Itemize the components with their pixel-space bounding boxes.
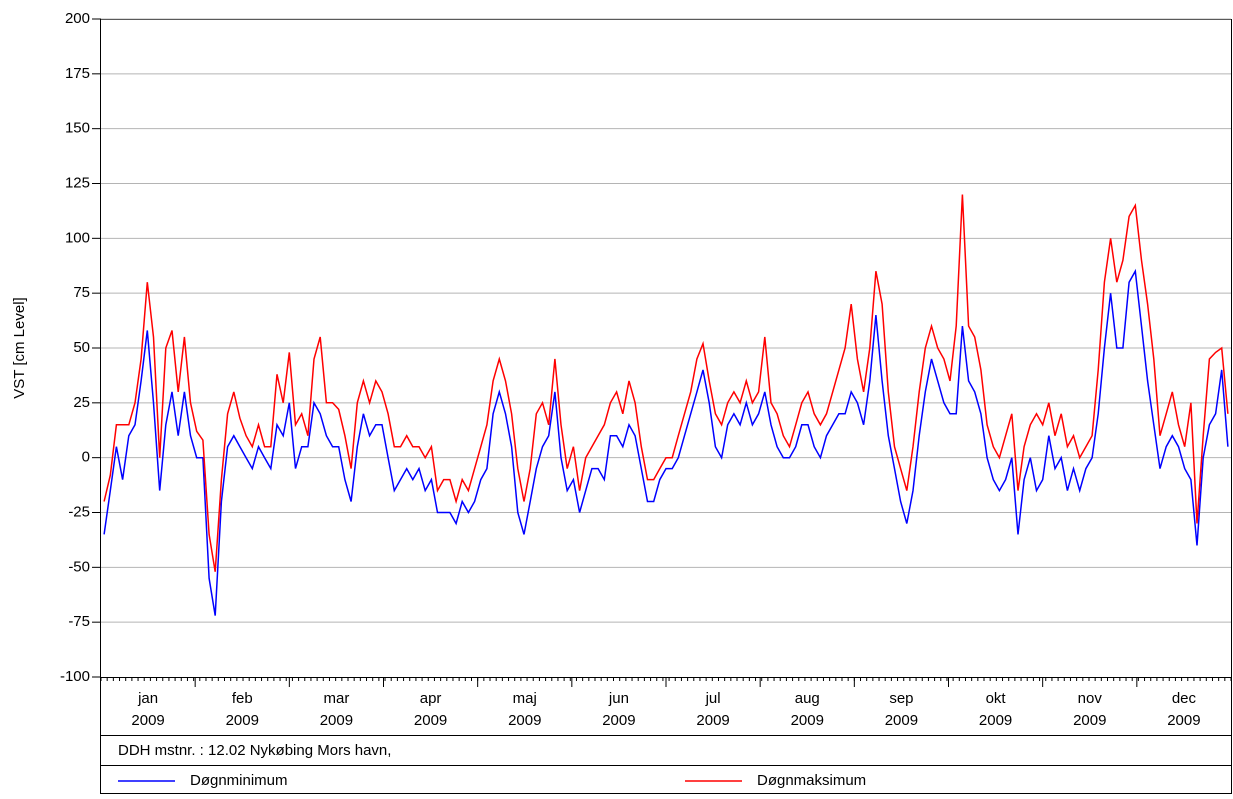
month-label: sep bbox=[889, 690, 913, 707]
y-axis-label: VST [cm Level] bbox=[11, 297, 28, 398]
y-tick-label: 0 bbox=[82, 449, 90, 466]
year-label: 2009 bbox=[226, 712, 259, 729]
y-tick-label: 200 bbox=[65, 10, 90, 27]
y-tick-label: 25 bbox=[73, 394, 90, 411]
year-label: 2009 bbox=[979, 712, 1012, 729]
month-label: jul bbox=[705, 690, 721, 707]
series-line bbox=[103, 194, 1229, 572]
year-label: 2009 bbox=[414, 712, 447, 729]
month-label: jan bbox=[137, 690, 158, 707]
month-label: maj bbox=[513, 690, 537, 707]
legend-label: Døgnmaksimum bbox=[757, 772, 866, 789]
year-label: 2009 bbox=[791, 712, 824, 729]
month-label: aug bbox=[795, 690, 820, 707]
y-tick-label: 125 bbox=[65, 174, 90, 191]
month-label: apr bbox=[420, 690, 442, 707]
month-label: feb bbox=[232, 690, 253, 707]
y-tick-label: -25 bbox=[68, 503, 90, 520]
y-tick-label: 100 bbox=[65, 229, 90, 246]
y-tick-label: -50 bbox=[68, 558, 90, 575]
year-label: 2009 bbox=[1073, 712, 1106, 729]
y-tick-label: -75 bbox=[68, 613, 90, 630]
station-label: DDH mstnr. : 12.02 Nykøbing Mors havn, bbox=[118, 742, 391, 759]
year-label: 2009 bbox=[602, 712, 635, 729]
series-line bbox=[103, 268, 1229, 616]
year-label: 2009 bbox=[508, 712, 541, 729]
y-tick-label: 175 bbox=[65, 65, 90, 82]
year-label: 2009 bbox=[1167, 712, 1200, 729]
year-label: 2009 bbox=[131, 712, 164, 729]
month-label: dec bbox=[1172, 690, 1197, 707]
y-tick-label: -100 bbox=[60, 668, 90, 685]
y-tick-label: 50 bbox=[73, 339, 90, 356]
month-label: mar bbox=[323, 690, 349, 707]
year-label: 2009 bbox=[320, 712, 353, 729]
month-label: jun bbox=[608, 690, 629, 707]
month-label: nov bbox=[1078, 690, 1103, 707]
month-label: okt bbox=[986, 690, 1007, 707]
year-label: 2009 bbox=[696, 712, 729, 729]
legend-label: Døgnminimum bbox=[190, 772, 288, 789]
y-tick-label: 150 bbox=[65, 120, 90, 137]
year-label: 2009 bbox=[885, 712, 918, 729]
y-tick-label: 75 bbox=[73, 284, 90, 301]
plot-frame bbox=[100, 19, 1232, 736]
